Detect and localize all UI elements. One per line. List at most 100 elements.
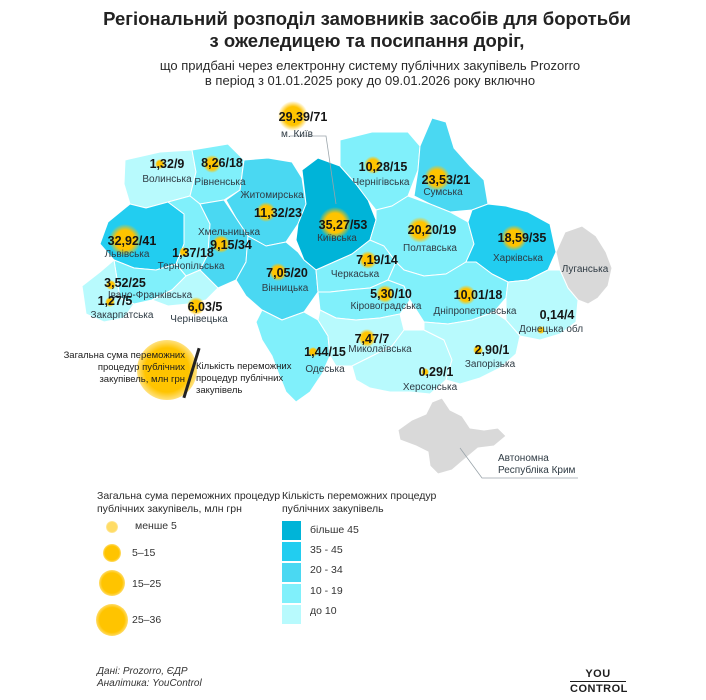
legend-dot-medium: [103, 544, 121, 562]
bubble-kyiv-oblast: [319, 207, 351, 239]
bubble-ternopil: [179, 247, 189, 257]
value-ternopil: 1,37/18: [172, 246, 214, 260]
value-sumy: 23,53/21: [422, 173, 471, 187]
bubble-zhytomyr: [256, 202, 276, 222]
bubble-donetsk: [537, 326, 545, 334]
value-kyiv-city: 29,39/71: [279, 110, 328, 124]
value-kyiv-oblast: 35,27/53: [319, 218, 368, 232]
label-sumy: Сумська: [423, 187, 463, 198]
inline-legend-amount-line1: Загальна сума переможних: [63, 350, 185, 361]
bubble-vinnytsia: [269, 263, 287, 281]
source-analytics: Аналітика: YouControl: [97, 678, 202, 689]
title-line-2: з ожеледицею та посипання доріг,: [209, 30, 525, 51]
legend-count-label-1: більше 45: [310, 524, 359, 536]
value-kharkiv: 18,59/35: [498, 231, 547, 245]
bubble-poltava: [407, 217, 433, 243]
label-crimea-line1: Автономна: [498, 453, 549, 464]
label-cherkasy: Черкаська: [331, 269, 380, 280]
label-rivne: Рівненська: [194, 177, 246, 188]
label-chernihiv: Чернігівська: [353, 177, 410, 188]
label-ternopil: Тернопільська: [158, 261, 225, 272]
legend-count-title: Кількість переможних процедур публічних …: [282, 490, 436, 516]
logo-divider: [570, 681, 626, 682]
value-kirovohrad: 5,30/10: [370, 287, 412, 301]
label-vinnytsia: Вінницька: [262, 283, 309, 294]
value-odesa: 1,44/15: [304, 345, 346, 359]
youcontrol-logo: YOU CONTROL: [570, 668, 628, 695]
value-zhytomyr: 11,32/23: [254, 206, 302, 220]
label-dnipro: Дніпропетровська: [434, 306, 517, 317]
legend-amount-label-1: менше 5: [135, 520, 177, 532]
value-donetsk: 0,14/4: [540, 308, 575, 322]
inline-legend-count-line3: закупівель: [196, 385, 243, 396]
legend-count-title-line2: публічних закупівель: [282, 503, 384, 515]
label-khmelnytskyi: Хмельницька: [198, 227, 260, 238]
logo-bottom: CONTROL: [570, 683, 628, 695]
page-subtitle: що придбані через електронну систему пуб…: [0, 58, 706, 88]
legend-dot-xlarge: [96, 604, 128, 636]
inline-legend-count-line1: Кількість переможних: [196, 361, 292, 372]
label-odesa: Одеська: [305, 364, 345, 375]
legend-dot-small: [106, 521, 118, 533]
value-chernihiv: 10,28/15: [359, 160, 408, 174]
amount-bubbles: [105, 101, 545, 376]
region-odesa: [255, 309, 331, 403]
legend-count-label-3: 20 - 34: [310, 564, 343, 576]
inline-legend-amount-line3: закупівель, млн грн: [99, 374, 185, 385]
legend-count-title-line1: Кількість переможних процедур: [282, 490, 437, 502]
inline-legend-amount: Загальна сума переможних процедур публіч…: [55, 350, 185, 386]
label-zaporizhzhia: Запорізька: [465, 359, 516, 370]
value-vinnytsia: 7,05/20: [266, 266, 308, 280]
label-zhytomyr: Житомирська: [240, 190, 304, 201]
value-lviv: 32,92/41: [108, 234, 157, 248]
bubble-odesa: [308, 347, 318, 357]
title-line-1: Регіональний розподіл замовників засобів…: [103, 8, 631, 29]
legend-count-label-5: до 10: [310, 605, 337, 617]
inline-legend-count: Кількість переможних процедур публічних …: [196, 361, 306, 397]
value-zaporizhzhia: 2,90/1: [475, 343, 510, 357]
bubble-zakarpattia: [105, 297, 115, 307]
page-title: Регіональний розподіл замовників засобів…: [0, 8, 706, 52]
source-credits: Дані: Prozorro, ЄДР Аналітика: YouContro…: [97, 666, 202, 690]
region-zaporizhzhia: [423, 311, 521, 385]
crimea-leader-line: [459, 447, 578, 479]
legend-count-label-4: 10 - 19: [310, 585, 343, 597]
legend-amount-label-3: 15–25: [132, 578, 162, 590]
value-khmelnytskyi: 9,15/34: [210, 238, 252, 252]
value-zakarpattia: 1,27/5: [98, 294, 133, 308]
bubble-lviv: [109, 224, 141, 256]
bubble-chernivtsi: [187, 297, 205, 315]
legend-amount-label-4: 25–36: [132, 614, 162, 626]
bubble-cherkasy: [359, 251, 377, 269]
value-kherson: 0,29/1: [419, 365, 454, 379]
legend-swatch-10-19: [282, 584, 301, 603]
label-donetsk: Донецька обл: [519, 323, 583, 335]
label-volyn: Волинська: [142, 174, 192, 185]
bubble-rivne: [203, 155, 221, 173]
bubble-zaporizhzhia: [473, 345, 483, 355]
subtitle-line-2: в період з 01.01.2025 року до 09.01.2026…: [204, 73, 536, 88]
kyiv-city-leader-line: [290, 135, 337, 205]
legend-amount-title: Загальна сума переможних процедур публіч…: [97, 490, 280, 516]
value-volyn: 1,32/9: [150, 157, 185, 171]
value-mykolaiv: 7,47/7: [355, 332, 390, 346]
label-zakarpattia: Закарпатська: [91, 310, 154, 321]
value-rivne: 8,26/18: [201, 156, 243, 170]
legend-swatch-up-to-10: [282, 605, 301, 624]
label-kyiv-city: м. Київ: [281, 129, 313, 140]
subtitle-line-1: що придбані через електронну систему пуб…: [159, 58, 581, 73]
region-labels: 29,39/71 м. Київ 1,32/9 Волинська 8,26/1…: [91, 110, 609, 476]
inline-legend-count-line2: процедур публічних: [196, 373, 284, 384]
legend-swatch-over-45: [282, 521, 301, 540]
label-ivano-frankivsk: Івано-Франківська: [108, 290, 193, 301]
label-chernivtsi: Чернівецька: [170, 314, 228, 325]
region-chernivtsi: [151, 269, 219, 307]
legend-amount-title-line2: публічних закупівель, млн грн: [97, 503, 242, 515]
bubble-kherson: [421, 368, 429, 376]
legend-dot-large: [99, 570, 125, 596]
bubble-kharkiv: [501, 225, 527, 251]
source-data: Дані: Prozorro, ЄДР: [97, 666, 188, 677]
bubble-kirovohrad: [376, 285, 394, 303]
legend-amount-title-line1: Загальна сума переможних процедур: [97, 490, 281, 502]
